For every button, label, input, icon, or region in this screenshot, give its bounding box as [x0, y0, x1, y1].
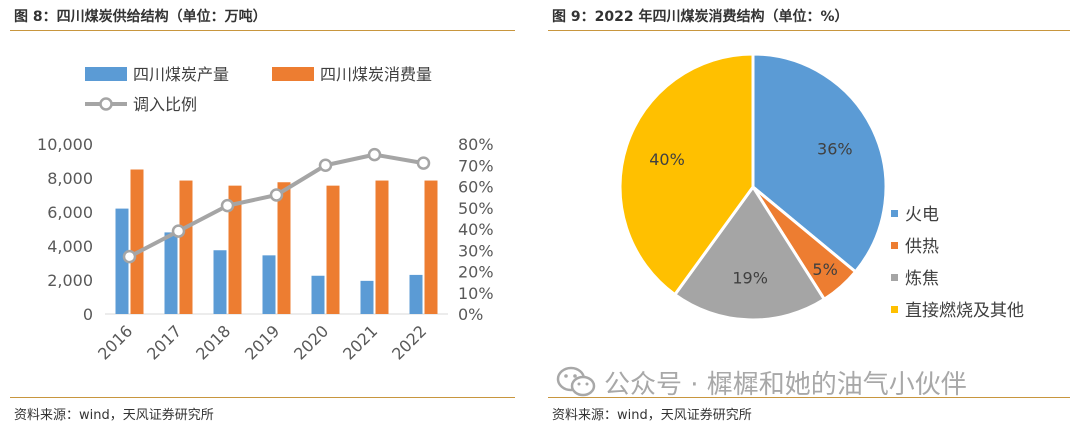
pie-legend-label-2: 供热	[905, 237, 939, 257]
pie-legend-label-1: 火电	[905, 205, 939, 225]
pie-slice-4	[618, 52, 755, 297]
production-bar-2020	[311, 275, 325, 314]
watermark-text: 公众号 · 樨樨和她的油气小伙伴	[604, 369, 967, 400]
legend-line-marker	[99, 97, 113, 111]
consumption-bar-2021	[375, 180, 389, 314]
y-tick-label: 8,000	[47, 169, 93, 188]
pie-value-label-4: 40%	[649, 150, 685, 169]
production-bar-2018	[213, 250, 227, 314]
y2-tick-label: 0%	[458, 305, 483, 324]
consumption-bar-2016	[130, 169, 144, 314]
pie-value-label-3: 19%	[732, 268, 768, 287]
x-tick-label: 2020	[290, 321, 332, 363]
y-tick-label: 6,000	[47, 203, 93, 222]
transfer-ratio-point-2018	[220, 198, 235, 213]
transfer-ratio-point-2016	[122, 249, 137, 264]
legend-label-1: 四川煤炭产量	[133, 65, 229, 84]
source-rule	[10, 397, 515, 398]
figure-8-panel: 图 8：四川煤炭供给结构（单位：万吨） 四川煤炭产量 四川煤炭消费量调入比例 0 2,…	[10, 0, 515, 430]
x-tick-label: 2022	[388, 321, 430, 363]
y2-tick-label: 80%	[458, 135, 494, 154]
y2-tick-label: 20%	[458, 263, 494, 282]
y-tick-label: 10,000	[37, 135, 93, 154]
production-bar-2017	[164, 232, 178, 314]
legend-label-3: 调入比例	[133, 95, 197, 114]
legend-swatch-2	[272, 67, 314, 81]
x-tick-label: 2017	[143, 321, 185, 363]
y2-tick-label: 50%	[458, 199, 494, 218]
y-tick-label: 0	[83, 305, 93, 324]
pie-legend-swatch-3	[891, 274, 898, 281]
transfer-ratio-point-2020	[318, 158, 333, 172]
consumption-bar-2020	[326, 185, 340, 314]
production-bar-2022	[409, 274, 423, 314]
consumption-bar-2022	[424, 180, 438, 314]
production-bar-2016	[115, 208, 129, 314]
y-tick-label: 4,000	[47, 237, 93, 256]
y2-tick-label: 60%	[458, 178, 494, 197]
transfer-ratio-point-2017	[171, 224, 186, 238]
consumption-bar-2018	[228, 185, 242, 314]
figure-9-panel: 图 9：2022 年四川煤炭消费结构（单位：%） 36% 5% 19% 40% 火电供热…	[548, 0, 1070, 430]
y2-tick-label: 30%	[458, 241, 494, 260]
pie-legend-swatch-2	[891, 242, 898, 249]
pie-legend-swatch-1	[891, 210, 898, 217]
watermark: 公众号 · 樨樨和她的油气小伙伴	[556, 362, 967, 402]
pie-slice-1	[751, 52, 888, 274]
consumption-bar-2019	[277, 182, 291, 314]
pie-slice-3	[672, 184, 827, 322]
figure-9-source: 资料来源：wind，天风证券研究所	[552, 408, 752, 423]
transfer-ratio-point-2021	[367, 147, 382, 162]
pie-legend-label-4: 直接燃烧及其他	[905, 301, 1024, 321]
consumption-bar-2017	[179, 180, 193, 314]
y2-tick-label: 40%	[458, 220, 494, 239]
pie-value-label-2: 5%	[812, 260, 837, 279]
title-rule	[548, 30, 1070, 31]
y2-tick-label: 10%	[458, 284, 494, 303]
wechat-icon	[556, 366, 596, 397]
transfer-ratio-point-2022	[416, 156, 431, 170]
figure-9-title: 图 9：2022 年四川煤炭消费结构（单位：%）	[552, 9, 849, 25]
x-tick-label: 2016	[94, 321, 136, 363]
production-bar-2021	[360, 280, 374, 314]
pie-legend-label-3: 炼焦	[905, 269, 939, 289]
x-tick-label: 2021	[339, 321, 381, 363]
pie-legend-swatch-4	[891, 306, 898, 313]
title-rule	[10, 30, 515, 31]
source-rule	[548, 397, 1070, 398]
figure-8-source: 资料来源：wind，天风证券研究所	[14, 408, 214, 423]
y2-tick-label: 70%	[458, 156, 494, 175]
y-tick-label: 2,000	[47, 271, 93, 290]
x-tick-label: 2018	[192, 321, 234, 363]
transfer-ratio-point-2019	[269, 188, 284, 202]
figure-8-title: 图 8：四川煤炭供给结构（单位：万吨）	[14, 9, 267, 25]
production-bar-2019	[262, 255, 276, 314]
x-tick-label: 2019	[241, 321, 283, 363]
pie-value-label-1: 36%	[817, 139, 853, 158]
legend-label-2: 四川煤炭消费量	[320, 65, 432, 84]
legend-swatch-1	[85, 67, 127, 81]
